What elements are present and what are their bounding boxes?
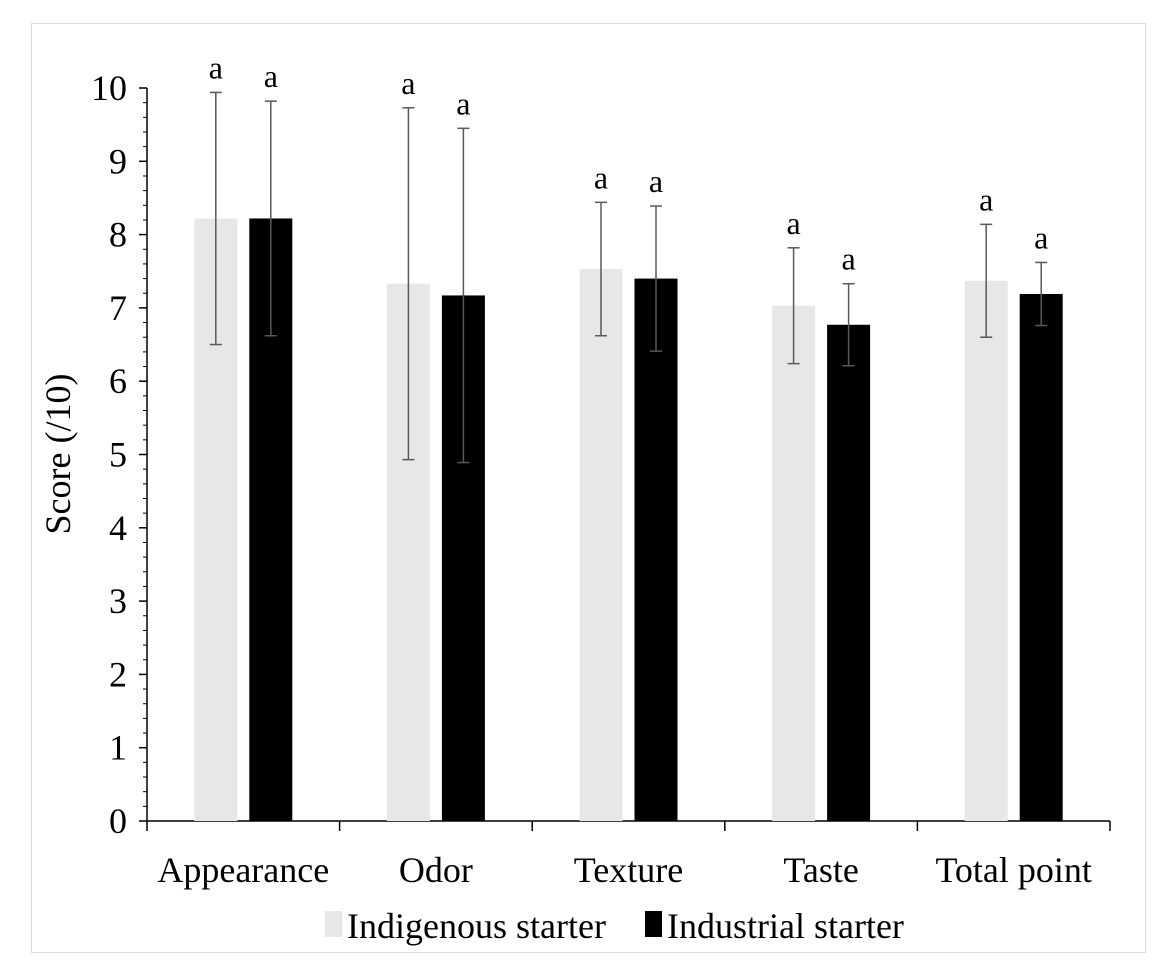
y-tick-label: 9 <box>109 141 127 181</box>
bar-indigenous <box>579 269 623 821</box>
y-tick-label: 2 <box>109 654 127 694</box>
y-tick-label: 0 <box>109 801 127 841</box>
y-tick-label: 4 <box>109 508 127 548</box>
significance-label: a <box>649 163 663 199</box>
legend-label: Industrial starter <box>667 906 904 946</box>
legend-swatch <box>325 911 342 937</box>
bar-industrial <box>1019 293 1063 821</box>
significance-label: a <box>456 85 470 121</box>
y-axis-title: Score (/10) <box>38 374 78 535</box>
bars-layer <box>194 218 1063 822</box>
bar-indigenous <box>964 280 1008 821</box>
x-axis: Appearance Odor Texture Taste Total point <box>146 820 1111 890</box>
bar-industrial <box>634 278 678 822</box>
bar-indigenous <box>772 305 816 821</box>
significance-label: a <box>1034 219 1048 255</box>
significance-label: a <box>264 58 278 94</box>
y-tick-label: 6 <box>109 361 127 401</box>
y-tick-label: 5 <box>109 435 127 475</box>
y-tick-label: 1 <box>109 728 127 768</box>
y-tick-label: 10 <box>91 68 127 108</box>
legend-swatch <box>645 911 662 937</box>
bar-industrial <box>827 324 871 821</box>
y-tick-label: 7 <box>109 288 127 328</box>
x-category-label: Odor <box>399 850 473 890</box>
significance-label: a <box>401 65 415 101</box>
x-category-label: Texture <box>574 850 683 890</box>
significance-label: a <box>841 241 855 277</box>
x-category-label: Appearance <box>157 850 329 890</box>
error-bars-layer <box>209 91 1048 464</box>
significance-labels-layer: a a a a a a a a a a <box>209 49 1049 276</box>
x-category-label: Taste <box>783 850 858 890</box>
legend-label: Indigenous starter <box>347 906 606 946</box>
legend: Indigenous starter Industrial starter <box>325 906 904 946</box>
y-tick-label: 8 <box>109 215 127 255</box>
y-axis: 0 1 2 3 4 5 6 7 8 9 10 <box>91 68 148 841</box>
x-category-label: Total point <box>935 850 1091 890</box>
y-tick-label: 3 <box>109 581 127 621</box>
significance-label: a <box>786 205 800 241</box>
significance-label: a <box>594 159 608 195</box>
significance-label: a <box>209 49 223 85</box>
significance-label: a <box>979 181 993 217</box>
